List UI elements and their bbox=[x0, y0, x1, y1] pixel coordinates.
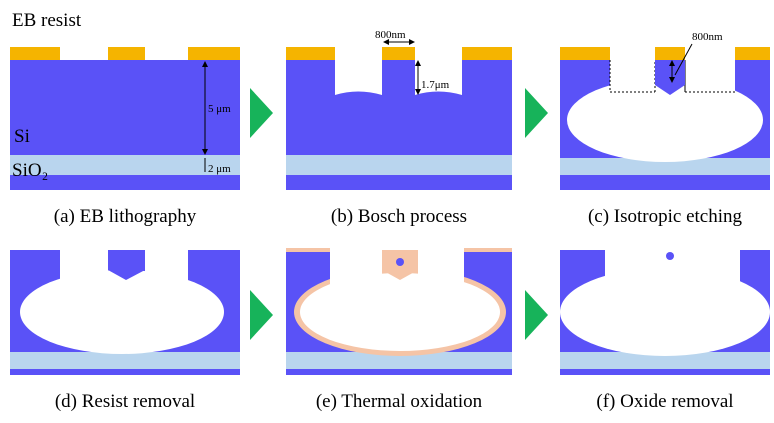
resist-label: EB resist bbox=[12, 10, 82, 31]
panel-d bbox=[10, 250, 240, 375]
arrow bbox=[250, 88, 273, 138]
arrow bbox=[250, 290, 273, 340]
width-label: 800nm bbox=[692, 31, 723, 43]
si-label: Si bbox=[14, 126, 30, 147]
caption: (e) Thermal oxidation bbox=[316, 391, 483, 412]
process-diagram: EB resist Si SiO₂ 5 μm 2 μm 800nm 1.7μm … bbox=[0, 0, 774, 423]
panel-f bbox=[560, 250, 770, 375]
depth-label: 1.7μm bbox=[421, 79, 450, 91]
panel-b bbox=[286, 42, 512, 190]
width-label: 800nm bbox=[375, 29, 406, 41]
sio2-label: SiO₂ bbox=[12, 160, 48, 181]
arrow bbox=[525, 290, 548, 340]
panel-c bbox=[560, 44, 770, 190]
arrow bbox=[525, 88, 548, 138]
thickness-label: 5 μm bbox=[208, 103, 231, 115]
caption: (f) Oxide removal bbox=[596, 391, 733, 412]
caption: (a) EB lithography bbox=[54, 206, 197, 227]
caption: (d) Resist removal bbox=[55, 391, 195, 412]
caption: (b) Bosch process bbox=[331, 206, 467, 227]
caption: (c) Isotropic etching bbox=[588, 206, 743, 227]
panel-e bbox=[286, 248, 512, 375]
thickness-label: 2 μm bbox=[208, 163, 231, 175]
